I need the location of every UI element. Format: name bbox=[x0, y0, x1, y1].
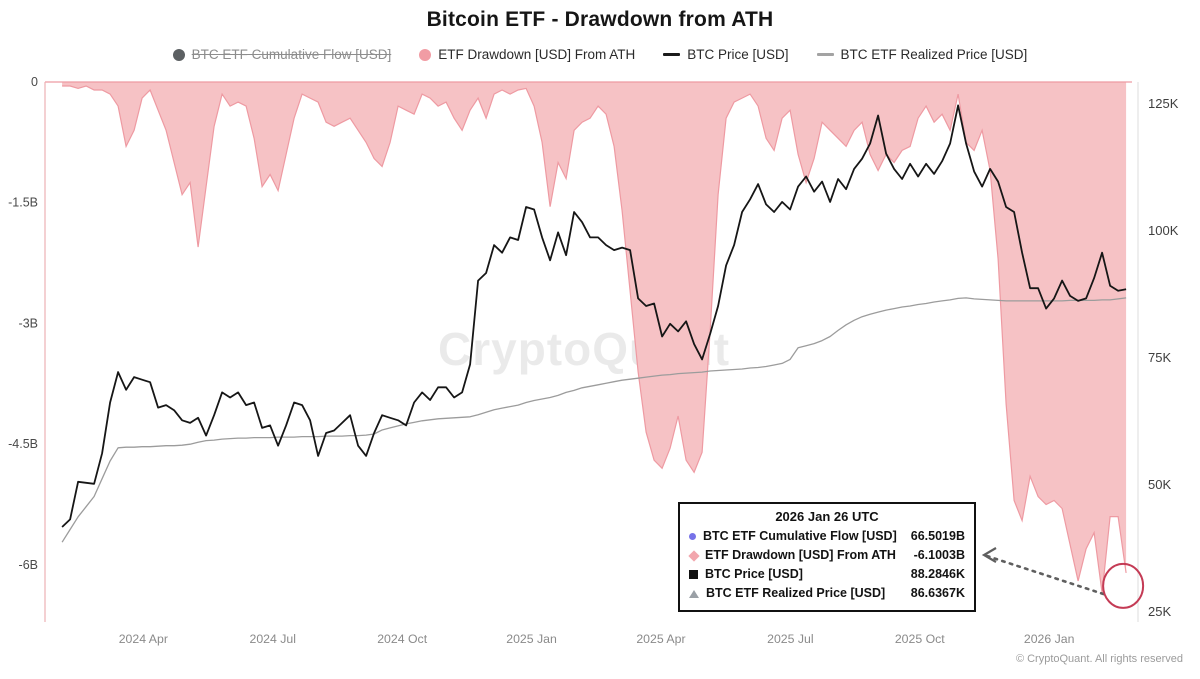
legend-item-label: BTC ETF Realized Price [USD] bbox=[840, 47, 1028, 62]
btc-price-line bbox=[61, 104, 1127, 528]
left-axis-tick: -3B bbox=[19, 316, 38, 330]
x-axis-tick: 2025 Apr bbox=[636, 632, 685, 646]
square-marker-icon bbox=[689, 570, 698, 579]
triangle-marker-icon bbox=[689, 589, 699, 598]
copyright-text: © CryptoQuant. All rights reserved bbox=[1015, 653, 1183, 665]
right-axis-tick: 75K bbox=[1148, 350, 1171, 365]
right-axis-tick: 50K bbox=[1148, 477, 1171, 492]
x-axis-tick: 2024 Jul bbox=[250, 632, 297, 646]
line-marker-icon bbox=[816, 53, 834, 56]
right-axis-tick: 100K bbox=[1148, 223, 1179, 238]
dot-marker-icon bbox=[689, 533, 696, 540]
line-marker-icon bbox=[663, 53, 681, 56]
legend-item-label: BTC ETF Cumulative Flow [USD] bbox=[191, 47, 392, 62]
left-axis-tick: -6B bbox=[19, 558, 38, 572]
tooltip-row-label: BTC Price [USD] bbox=[705, 567, 803, 581]
btc-etf-realized-price-line bbox=[61, 297, 1127, 543]
legend-item-2[interactable]: BTC Price [USD] bbox=[663, 47, 789, 62]
x-axis-tick: 2025 Jul bbox=[767, 632, 814, 646]
drawdown-outline bbox=[62, 85, 1127, 594]
legend-item-3[interactable]: BTC ETF Realized Price [USD] bbox=[816, 47, 1028, 62]
legend-item-0[interactable]: BTC ETF Cumulative Flow [USD] bbox=[172, 47, 392, 62]
dot-marker-icon bbox=[419, 48, 432, 61]
tooltip-row-value: 88.2846K bbox=[910, 567, 965, 581]
left-axis-tick: -1.5B bbox=[8, 196, 38, 210]
tooltip-date: 2026 Jan 26 UTC bbox=[775, 509, 879, 524]
chart-title: Bitcoin ETF - Drawdown from ATH bbox=[426, 8, 774, 31]
x-axis-tick: 2026 Jan bbox=[1024, 632, 1075, 646]
annotation-dotted-line bbox=[985, 554, 1108, 597]
arrowhead-icon bbox=[981, 547, 997, 563]
legend-item-label: BTC Price [USD] bbox=[687, 47, 789, 62]
right-axis-tick: 25K bbox=[1148, 604, 1171, 619]
tooltip-row-label: BTC ETF Realized Price [USD] bbox=[706, 586, 886, 600]
tooltip-row-drawdown: ETF Drawdown [USD] From ATH -6.1003B bbox=[688, 546, 965, 565]
legend-item-label: ETF Drawdown [USD] From ATH bbox=[438, 47, 636, 62]
right-axis-tick: 125K bbox=[1148, 96, 1179, 111]
tooltip-row-value: -6.1003B bbox=[913, 548, 965, 562]
tooltip-row-cumulative-flow: BTC ETF Cumulative Flow [USD] 66.5019B bbox=[689, 527, 965, 546]
diamond-marker-icon bbox=[688, 549, 700, 562]
highlight-circle-annotation bbox=[1102, 562, 1145, 609]
x-axis-tick: 2024 Oct bbox=[377, 632, 427, 646]
x-axis-tick: 2025 Oct bbox=[895, 632, 945, 646]
tooltip-row-label: ETF Drawdown [USD] From ATH bbox=[705, 548, 896, 562]
tooltip-row-value: 86.6367K bbox=[910, 586, 965, 600]
left-axis-tick: -4.5B bbox=[8, 437, 38, 451]
dot-marker-icon bbox=[172, 48, 185, 61]
drawdown-area bbox=[62, 82, 1127, 593]
x-axis-tick: 2025 Jan bbox=[506, 632, 557, 646]
tooltip-row-label: BTC ETF Cumulative Flow [USD] bbox=[703, 529, 897, 543]
legend-item-1[interactable]: ETF Drawdown [USD] From ATH bbox=[419, 47, 635, 62]
tooltip-row-realized-price: BTC ETF Realized Price [USD] 86.6367K bbox=[689, 584, 965, 603]
x-axis-tick: 2024 Apr bbox=[119, 632, 168, 646]
left-axis-tick: 0 bbox=[31, 75, 38, 89]
legend: BTC ETF Cumulative Flow [USD] ETF Drawdow… bbox=[0, 47, 1200, 62]
tooltip-row-btc-price: BTC Price [USD] 88.2846K bbox=[689, 565, 965, 584]
tooltip-box: 2026 Jan 26 UTC BTC ETF Cumulative Flow … bbox=[678, 502, 976, 612]
tooltip-row-value: 66.5019B bbox=[910, 529, 965, 543]
